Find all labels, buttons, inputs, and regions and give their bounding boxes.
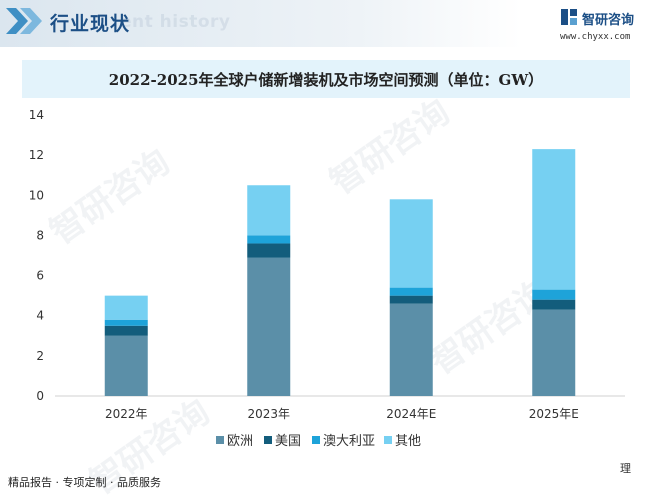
bar-segment xyxy=(104,325,148,336)
bar-segment xyxy=(532,299,576,310)
bar-segment xyxy=(532,149,576,290)
bar-segment xyxy=(532,289,576,300)
bar-segment xyxy=(389,303,433,396)
y-tick-label: 4 xyxy=(36,309,44,323)
legend-swatch xyxy=(312,436,320,444)
y-tick-label: 10 xyxy=(29,188,44,202)
legend-label: 澳大利亚 xyxy=(323,433,375,449)
brand-logo-icon xyxy=(561,9,577,25)
x-tick-label: 2022年 xyxy=(105,407,148,421)
legend-layer: 欧洲 美国 澳大利亚 其他 xyxy=(216,433,421,449)
y-tick-label: 12 xyxy=(29,148,44,162)
bar-segment xyxy=(247,243,291,258)
brand-name: 智研咨询 xyxy=(582,13,635,28)
chevron-icon xyxy=(6,8,42,34)
legend-label: 其他 xyxy=(395,434,421,449)
chart-svg: 0 2 4 6 8 10 12 14 2022年 2023年 2024年E 2025年E 欧洲 美国 澳大… xyxy=(29,108,625,449)
x-tick-label: 2025年E xyxy=(529,407,579,421)
y-tick-label: 2 xyxy=(36,349,44,363)
y-tick-label: 8 xyxy=(36,228,44,242)
bar-segment xyxy=(247,257,291,396)
chart-title-bar: 2022-2025年全球户储新增装机及市场空间预测（单位：GW） xyxy=(22,60,630,98)
x-tick-label: 2023年 xyxy=(247,407,290,421)
axis-layer: 0 2 4 6 8 10 12 14 2022年 2023年 2024年E 2025年E xyxy=(29,108,625,421)
section-title: 行业现状 xyxy=(50,13,131,35)
y-tick-label: 6 xyxy=(36,269,44,283)
x-tick-label: 2024年E xyxy=(386,407,436,421)
bar-segment xyxy=(247,185,291,236)
bar-segment xyxy=(104,295,148,320)
legend-swatch xyxy=(264,436,272,444)
legend-swatch xyxy=(216,436,224,444)
footer-slogan: 精品报告 · 专项定制 · 品质服务 xyxy=(8,476,161,489)
legend-swatch xyxy=(384,436,392,444)
legend-label: 美国 xyxy=(275,434,301,449)
bar-segment xyxy=(389,287,433,296)
header-ghost-text: ent history xyxy=(120,12,231,32)
bar-layer xyxy=(104,149,576,396)
header-bar: ent history 行业现状 智研咨询 www.chyxx.com xyxy=(0,0,652,47)
legend-label: 欧洲 xyxy=(227,434,253,449)
bar-segment xyxy=(104,319,148,326)
brand-url: www.chyxx.com xyxy=(560,32,631,42)
bar-segment xyxy=(389,199,433,288)
y-tick-label: 0 xyxy=(36,389,44,403)
y-tick-label: 14 xyxy=(29,108,44,122)
bar-segment xyxy=(532,309,576,396)
chart-title: 2022-2025年全球户储新增装机及市场空间预测（单位：GW） xyxy=(108,71,544,89)
footer-right-text: 理 xyxy=(620,462,631,475)
bar-segment xyxy=(389,295,433,304)
bar-segment xyxy=(104,335,148,396)
bar-segment xyxy=(247,235,291,244)
